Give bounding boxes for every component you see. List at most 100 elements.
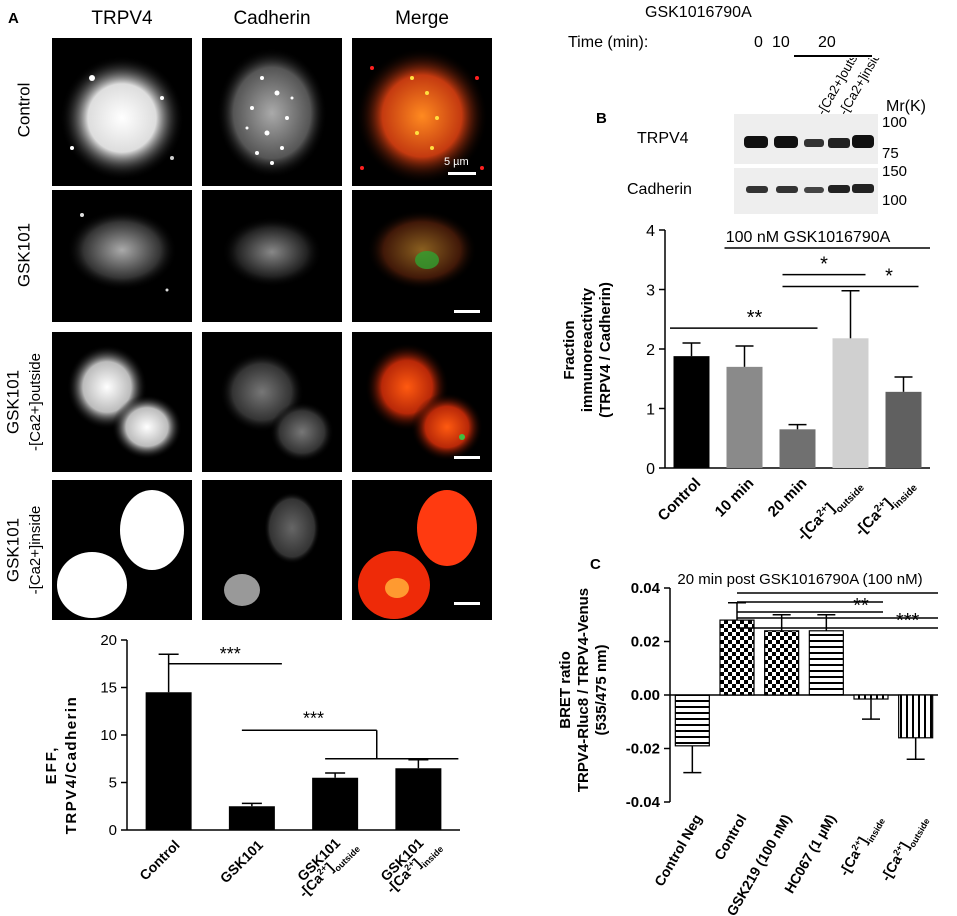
scalebar-label: 5 µm	[444, 156, 469, 168]
chart-b-ylabel-line1: Fraction	[561, 320, 578, 379]
y-tick-label: 5	[109, 775, 117, 792]
row-label-control-text: Control	[14, 82, 34, 138]
bar-4	[885, 391, 922, 468]
bar-3	[832, 338, 869, 468]
chart-b-immunoreactivity: Fraction immunoreactivity (TRPV4 / Cadhe…	[561, 223, 930, 547]
micrograph-gsk101-ca-outside-merge	[352, 332, 492, 472]
column-header-trpv4: TRPV4	[91, 8, 153, 29]
panel-a-label: A	[8, 10, 19, 27]
panel-b-label: B	[596, 110, 607, 127]
chart-b-bracket-label: 100 nM GSK1016790A	[726, 229, 891, 246]
column-header-merge: Merge	[395, 8, 449, 29]
time-label: Time (min):	[568, 34, 649, 51]
bar-1	[719, 619, 755, 696]
mr-label: Mr(K)	[886, 98, 926, 115]
x-tick-label: Control	[655, 475, 705, 525]
chart-b-ylabel-line2: immunoreactivity	[579, 287, 596, 412]
western-blot-trpv4	[734, 114, 878, 164]
scalebar	[454, 602, 480, 605]
sig-label: ***	[220, 644, 241, 664]
bar-0	[145, 692, 192, 830]
micrograph-gsk101-ca-inside-cadherin	[202, 480, 342, 620]
bar-2	[764, 630, 800, 696]
sig-label: ***	[303, 708, 324, 728]
scalebar	[454, 310, 480, 313]
y-tick-label: 4	[646, 223, 655, 240]
x-tick-label: 10 min	[712, 475, 758, 521]
blot-trpv4-marker-100: 100	[882, 114, 908, 131]
time-0: 0	[754, 34, 763, 51]
blot-cadherin-marker-100: 100	[882, 192, 908, 209]
micrograph-control-merge: 5 µm	[352, 38, 492, 186]
bar-1	[228, 806, 275, 830]
row-label-gsk101-ca-inside-line2: -[Ca2+]inside	[26, 505, 44, 595]
sig-label: **	[747, 307, 763, 329]
y-tick-label: -0.02	[626, 741, 660, 758]
sig-label: ***	[896, 610, 920, 632]
micrograph-gsk101-ca-outside-cadherin	[202, 332, 342, 472]
time-20: 20	[818, 34, 836, 51]
y-tick-label: 0	[646, 461, 655, 478]
time-10: 10	[772, 34, 790, 51]
bar-0	[673, 356, 710, 468]
micrograph-gsk101-ca-inside-merge	[352, 480, 492, 620]
y-tick-label: -0.04	[626, 794, 661, 811]
micrograph-control-cadherin	[202, 38, 342, 186]
x-tick-label: Control	[136, 837, 183, 884]
bar-2	[312, 777, 359, 830]
chart-c-ylabel-line3: (535/475 nm)	[593, 645, 610, 736]
x-tick-label: Control	[711, 812, 750, 863]
blot-trpv4-label: TRPV4	[637, 130, 689, 147]
micrograph-gsk101-trpv4	[52, 190, 192, 322]
row-label-gsk101-ca-outside: GSK101 -[Ca2+]outside	[0, 332, 50, 472]
scalebar	[448, 172, 476, 175]
chart-c-bret: 20 min post GSK1016790A (100 nM) BRET ra…	[557, 571, 938, 916]
row-label-gsk101-ca-outside-line1: GSK101	[3, 369, 23, 435]
sig-label: *	[885, 266, 893, 288]
micrograph-gsk101-ca-outside-trpv4	[52, 332, 192, 472]
row-label-gsk101-ca-inside-line1: GSK101	[3, 517, 23, 583]
x-tick-label: GSK101	[217, 837, 266, 886]
y-tick-label: 0.00	[631, 687, 660, 704]
chart-b-ylabel-line3: (TRPV4 / Cadherin)	[597, 282, 614, 418]
bar-3	[395, 768, 442, 830]
y-tick-label: 0.04	[631, 580, 661, 597]
y-tick-label: 2	[646, 342, 655, 359]
y-tick-label: 0	[109, 822, 117, 839]
y-tick-label: 20	[100, 632, 117, 649]
row-label-control: Control	[0, 40, 50, 180]
x-tick-label: -[Ca2+]inside	[836, 812, 887, 881]
bar-0	[674, 694, 710, 747]
micrograph-gsk101-ca-inside-trpv4	[52, 480, 192, 620]
western-blot-cadherin	[734, 168, 878, 214]
y-tick-label: 10	[100, 727, 117, 744]
blot-cadherin-label: Cadherin	[627, 181, 692, 198]
column-header-cadherin: Cadherin	[233, 8, 311, 29]
micrograph-control-trpv4	[52, 38, 192, 186]
panel-c-label: C	[590, 556, 601, 573]
row-label-gsk101-ca-inside: GSK101 -[Ca2+]inside	[0, 480, 50, 620]
x-tick-label: Control Neg	[651, 812, 705, 889]
y-tick-label: 1	[646, 402, 655, 419]
chart-c-header: 20 min post GSK1016790A (100 nM)	[677, 571, 922, 588]
y-tick-label: 0.02	[631, 634, 660, 651]
blot-cadherin-marker-150: 150	[882, 163, 908, 180]
y-tick-label: 3	[646, 283, 655, 300]
bar-3	[808, 630, 844, 696]
bar-1	[726, 366, 763, 468]
row-label-gsk101-ca-outside-line2: -[Ca2+]outside	[26, 353, 44, 451]
lane-labels: -[Ca2+]outside -[Ca2+]inside	[814, 58, 880, 118]
x-tick-label: -[Ca2+]inside	[851, 474, 920, 543]
micrograph-gsk101-merge	[352, 190, 492, 322]
chart-a-eff: EFF, TRPV4/Cadherin 0 5 10 15 20 Control GSK10…	[43, 632, 460, 903]
row-label-gsk101: GSK101	[0, 190, 50, 320]
panel-b-drug-title: GSK1016790A	[645, 4, 752, 21]
sig-label: *	[820, 254, 828, 276]
chart-a-ylabel-line1: EFF,	[43, 746, 60, 785]
x-tick-label: 20 min	[765, 475, 811, 521]
bar-5	[898, 694, 934, 739]
chart-c-ylabel-line2: TRPV4-Rluc8 / TRPV4-Venus	[575, 588, 592, 792]
bar-4	[853, 694, 889, 700]
chart-a-ylabel-line2: TRPV4/Cadherin	[63, 696, 80, 835]
micrograph-gsk101-cadherin	[202, 190, 342, 322]
